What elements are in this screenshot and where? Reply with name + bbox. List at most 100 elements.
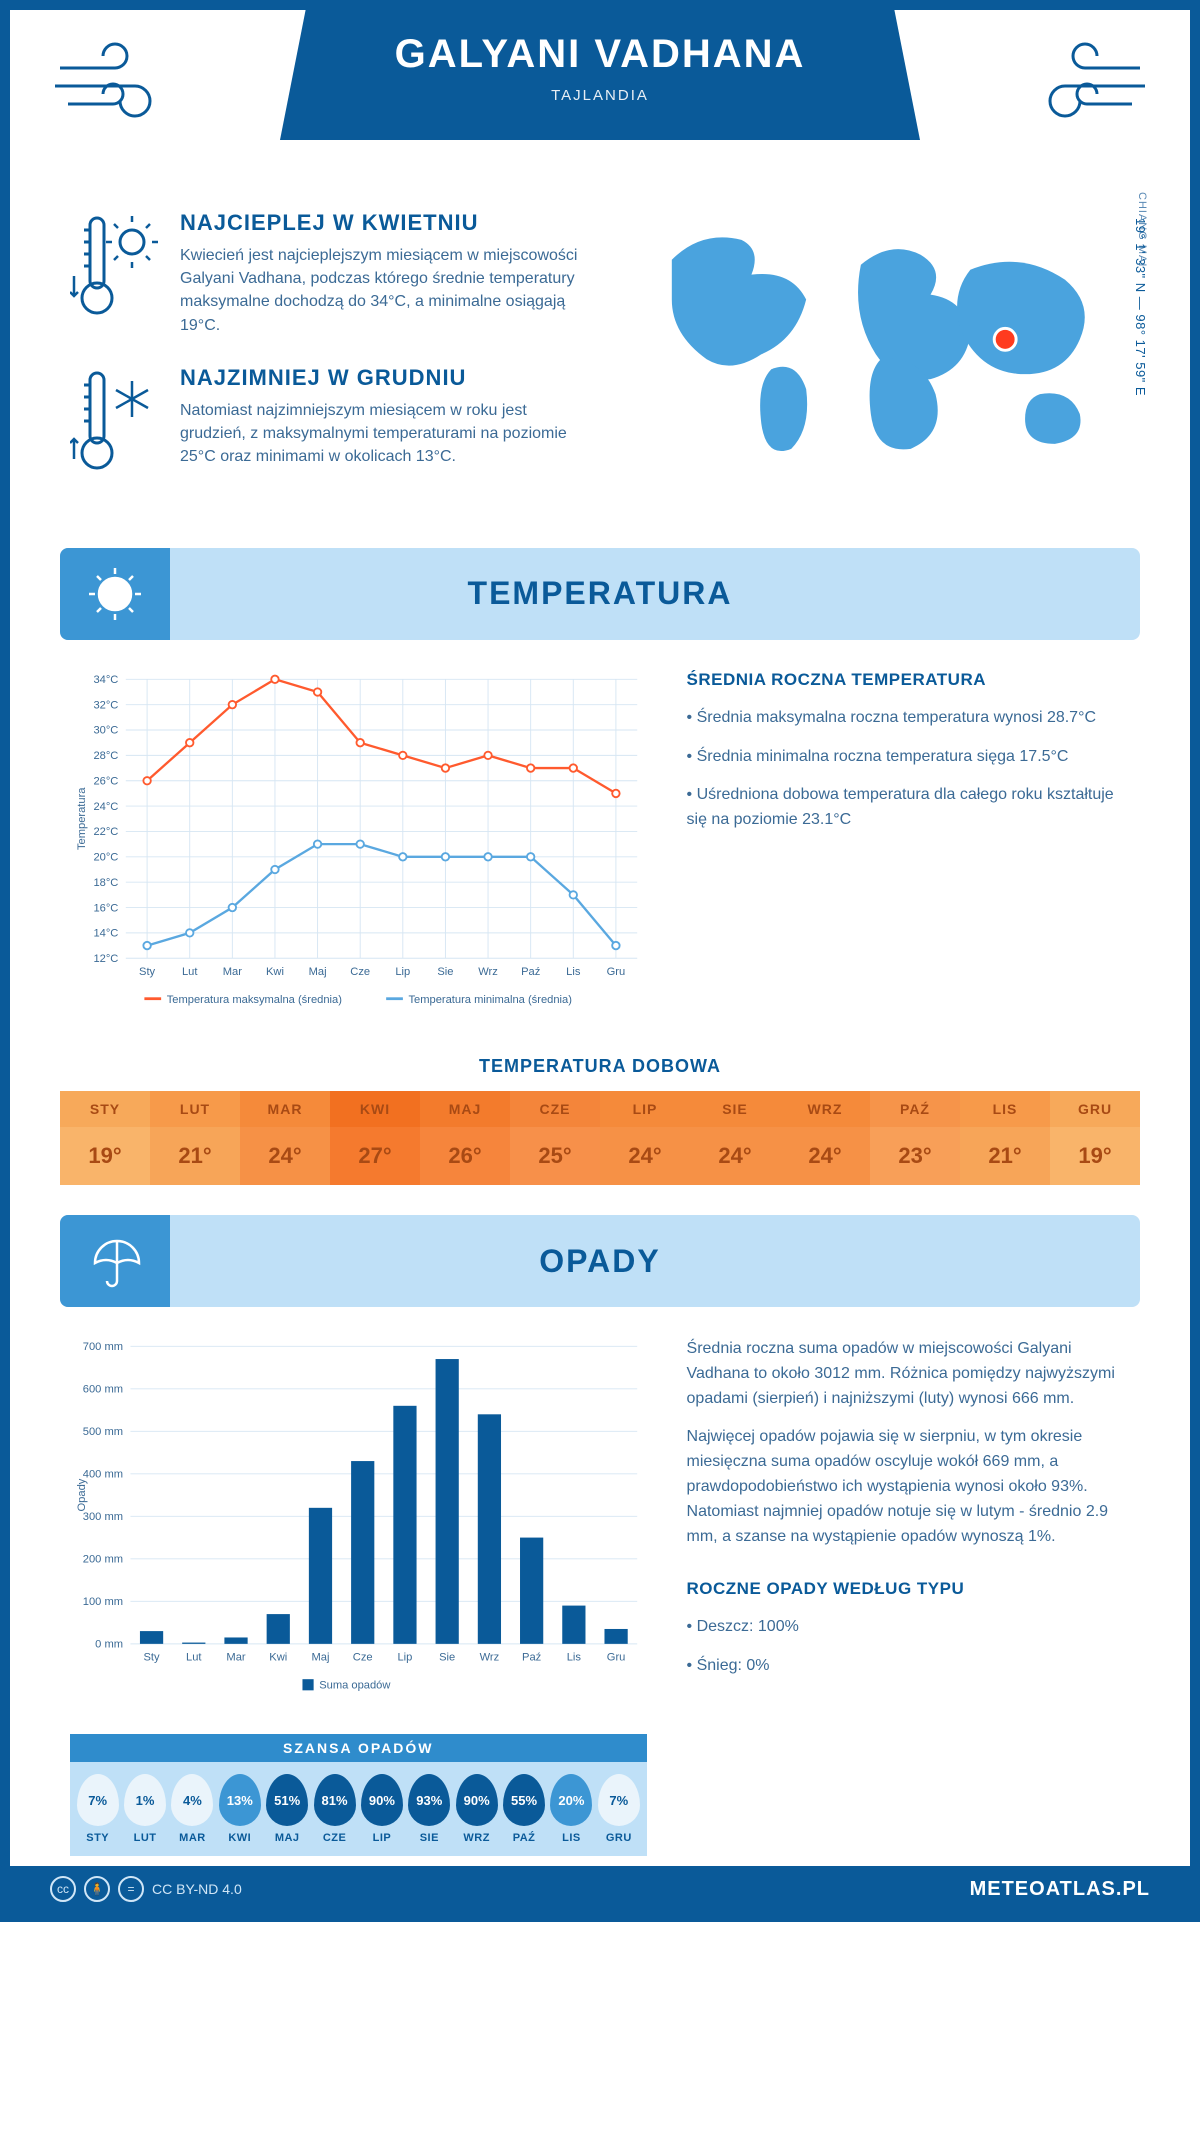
svg-text:500 mm: 500 mm	[83, 1426, 123, 1438]
svg-text:Wrz: Wrz	[480, 1652, 500, 1664]
chance-cell: 81%CZE	[311, 1774, 358, 1844]
svg-text:100 mm: 100 mm	[83, 1596, 123, 1608]
thermometer-snow-icon	[70, 365, 160, 480]
summary-title: ŚREDNIA ROCZNA TEMPERATURA	[687, 670, 1130, 690]
daily-temp-value: 23°	[870, 1127, 960, 1185]
svg-text:Temperatura: Temperatura	[76, 786, 88, 849]
svg-text:Sty: Sty	[144, 1652, 161, 1664]
chance-month-label: CZE	[311, 1832, 358, 1844]
header: GALYANI VADHANA TAJLANDIA	[10, 10, 1190, 190]
raindrop-icon: 7%	[77, 1774, 119, 1826]
daily-month-header: LIS	[960, 1091, 1050, 1127]
svg-text:Lut: Lut	[182, 966, 198, 978]
precip-summary: Średnia roczna suma opadów w miejscowośc…	[687, 1337, 1130, 1856]
chance-month-label: SIE	[406, 1832, 453, 1844]
svg-text:300 mm: 300 mm	[83, 1511, 123, 1523]
daily-month-header: STY	[60, 1091, 150, 1127]
raindrop-icon: 20%	[550, 1774, 592, 1826]
chance-cell: 13%KWI	[216, 1774, 263, 1844]
daily-temp-title: TEMPERATURA DOBOWA	[10, 1056, 1190, 1077]
svg-text:Sie: Sie	[439, 1652, 455, 1664]
daily-month-header: SIE	[690, 1091, 780, 1127]
footer: cc 🧍 = CC BY-ND 4.0 METEOATLAS.PL	[10, 1866, 1190, 1912]
svg-text:Cze: Cze	[353, 1652, 373, 1664]
svg-text:Temperatura minimalna (średnia: Temperatura minimalna (średnia)	[408, 994, 572, 1006]
fact-cold-title: NAJZIMNIEJ W GRUDNIU	[180, 365, 592, 391]
daily-month-header: MAJ	[420, 1091, 510, 1127]
svg-text:700 mm: 700 mm	[83, 1341, 123, 1353]
svg-text:Lis: Lis	[567, 1652, 582, 1664]
daily-month-header: LIP	[600, 1091, 690, 1127]
precip-body: 0 mm 100 mm 200 mm 300 mm 400 mm 500 mm 600 mm…	[10, 1307, 1190, 1866]
daily-temp-value: 19°	[60, 1127, 150, 1185]
daily-month-header: LUT	[150, 1091, 240, 1127]
facts-column: NAJCIEPLEJ W KWIETNIU Kwiecień jest najc…	[70, 210, 592, 508]
raindrop-icon: 93%	[408, 1774, 450, 1826]
section-header-temperature: TEMPERATURA	[60, 548, 1140, 640]
chance-cell: 1% LUT	[121, 1774, 168, 1844]
raindrop-icon: 1%	[124, 1774, 166, 1826]
summary-item: Średnia minimalna roczna temperatura się…	[687, 745, 1130, 770]
chance-grid: 7%STY1%LUT4%MAR13%KWI51%MAJ81%CZE90%LIP9…	[70, 1762, 647, 1856]
daily-temp-value: 25°	[510, 1127, 600, 1185]
svg-text:14°C: 14°C	[93, 927, 118, 939]
world-map-icon	[632, 210, 1130, 469]
svg-text:20°C: 20°C	[93, 851, 118, 863]
svg-text:Kwi: Kwi	[266, 966, 284, 978]
svg-text:Gru: Gru	[607, 966, 626, 978]
daily-month-header: PAŹ	[870, 1091, 960, 1127]
chance-month-label: PAŹ	[500, 1832, 547, 1844]
umbrella-icon	[60, 1215, 170, 1307]
svg-text:Mar: Mar	[226, 1652, 245, 1664]
fact-hottest: NAJCIEPLEJ W KWIETNIU Kwiecień jest najc…	[70, 210, 592, 337]
precip-text-1: Średnia roczna suma opadów w miejscowośc…	[687, 1337, 1130, 1411]
svg-text:0 mm: 0 mm	[95, 1639, 123, 1651]
raindrop-icon: 13%	[219, 1774, 261, 1826]
svg-text:200 mm: 200 mm	[83, 1554, 123, 1566]
svg-text:Sie: Sie	[437, 966, 453, 978]
summary-item: Średnia maksymalna roczna temperatura wy…	[687, 706, 1130, 731]
svg-text:400 mm: 400 mm	[83, 1469, 123, 1481]
fact-hot-text: Kwiecień jest najcieplejszym miesiącem w…	[180, 244, 592, 337]
temperature-chart: 12°C14°C16°C18°C20°C22°C24°C26°C28°C30°C…	[70, 670, 647, 1028]
svg-text:22°C: 22°C	[93, 826, 118, 838]
nd-icon: =	[118, 1876, 144, 1902]
temperature-title: TEMPERATURA	[468, 575, 733, 612]
svg-text:Lip: Lip	[398, 1652, 413, 1664]
daily-month-header: GRU	[1050, 1091, 1140, 1127]
precip-types-title: ROCZNE OPADY WEDŁUG TYPU	[687, 1579, 1130, 1599]
intro-section: NAJCIEPLEJ W KWIETNIU Kwiecień jest najc…	[10, 190, 1190, 538]
daily-month-header: MAR	[240, 1091, 330, 1127]
chance-month-label: MAR	[169, 1832, 216, 1844]
svg-text:Lip: Lip	[395, 966, 410, 978]
precip-text-2: Najwięcej opadów pojawia się w sierpniu,…	[687, 1425, 1130, 1549]
daily-temp-value-row: 19°21°24°27°26°25°24°24°24°23°21°19°	[60, 1127, 1140, 1185]
temperature-body: 12°C14°C16°C18°C20°C22°C24°C26°C28°C30°C…	[10, 640, 1190, 1038]
sun-icon	[60, 548, 170, 640]
svg-text:Maj: Maj	[312, 1652, 330, 1664]
chance-cell: 55%PAŹ	[500, 1774, 547, 1844]
svg-text:Lis: Lis	[566, 966, 581, 978]
daily-temp-value: 26°	[420, 1127, 510, 1185]
chance-cell: 90%WRZ	[453, 1774, 500, 1844]
country-subtitle: TAJLANDIA	[280, 87, 920, 104]
svg-text:26°C: 26°C	[93, 775, 118, 787]
daily-temp-value: 24°	[600, 1127, 690, 1185]
svg-text:30°C: 30°C	[93, 724, 118, 736]
summary-item: Uśredniona dobowa temperatura dla całego…	[687, 783, 1130, 833]
daily-temp-value: 27°	[330, 1127, 420, 1185]
license-block: cc 🧍 = CC BY-ND 4.0	[50, 1876, 242, 1902]
svg-text:600 mm: 600 mm	[83, 1384, 123, 1396]
svg-text:28°C: 28°C	[93, 750, 118, 762]
raindrop-icon: 4%	[171, 1774, 213, 1826]
fact-cold-text: Natomiast najzimniejszym miesiącem w rok…	[180, 399, 592, 469]
daily-temp-value: 24°	[240, 1127, 330, 1185]
license-text: CC BY-ND 4.0	[152, 1881, 242, 1897]
cc-icon: cc	[50, 1876, 76, 1902]
chance-month-label: LIP	[358, 1832, 405, 1844]
svg-text:18°C: 18°C	[93, 877, 118, 889]
svg-text:16°C: 16°C	[93, 902, 118, 914]
chance-month-label: LUT	[121, 1832, 168, 1844]
wind-icon-left	[50, 38, 170, 133]
daily-month-header: WRZ	[780, 1091, 870, 1127]
